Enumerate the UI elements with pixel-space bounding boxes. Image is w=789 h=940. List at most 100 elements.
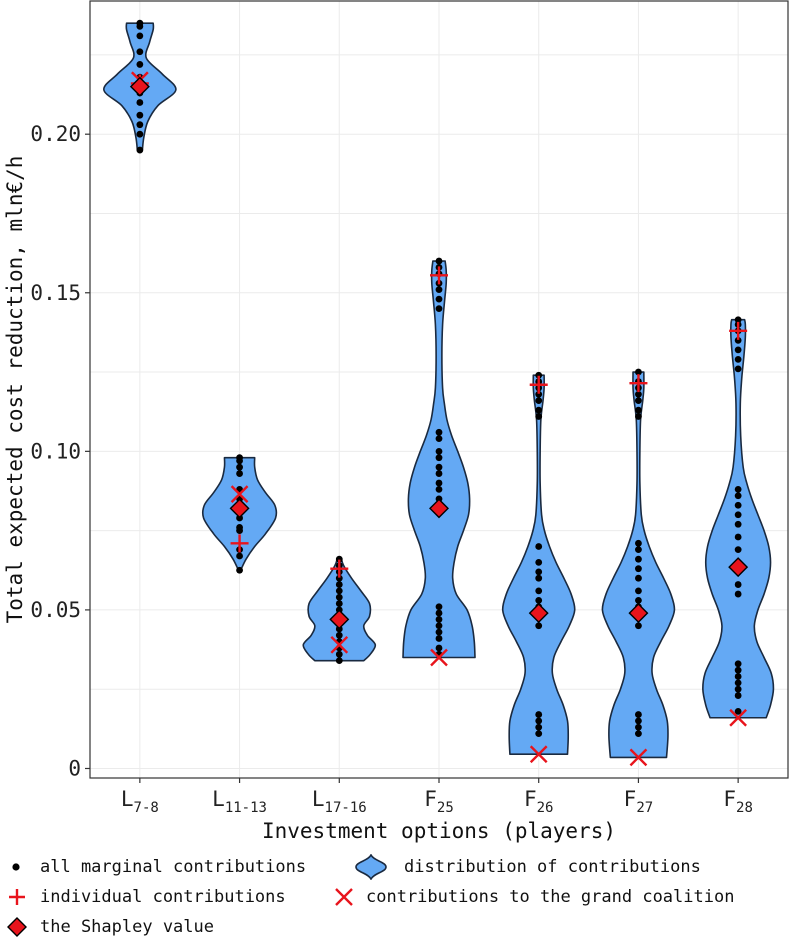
legend-dot-icon [6, 854, 36, 880]
marginal-contribution-dot [335, 600, 343, 607]
marginal-contribution-dot [635, 539, 642, 547]
marginal-contribution-dot [136, 111, 144, 119]
marginal-contribution-dot [734, 685, 742, 693]
shapley-value-marker [528, 603, 549, 624]
marginal-contribution-dot [635, 723, 642, 731]
marginal-contribution-dot [635, 390, 642, 398]
marginal-contribution-dot [435, 635, 443, 642]
marginal-contribution-dot [635, 717, 642, 725]
violin-chart: 0 0.05 0.10 0.15 0.20 L7-8 L11-13 L17-16 F25 F26 F… [3, 0, 789, 843]
marginal-contribution-dot [734, 692, 742, 699]
violin-group-5 [501, 371, 576, 764]
legend-label-violin: distribution of contributions [404, 857, 701, 877]
marginal-contribution-dot [635, 730, 642, 737]
grand-coalition-marker [230, 485, 249, 504]
marginal-contribution-dot [635, 574, 642, 582]
marginal-contribution-dot [535, 723, 543, 731]
marginal-contribution-dot [734, 316, 742, 324]
marginal-contribution-dot [635, 597, 642, 604]
y-axis-title: Total expected cost reduction, mln€/h [3, 156, 27, 624]
marginal-contribution-dot [734, 708, 742, 715]
marginal-contribution-dot [535, 597, 543, 604]
marginal-contribution-dot [734, 501, 742, 509]
marginal-contribution-dot [236, 463, 243, 471]
marginal-contribution-dot [435, 628, 443, 636]
grand-coalition-marker [529, 745, 548, 764]
marginal-contribution-dot [136, 48, 144, 56]
y-tick-label: 0 [68, 756, 81, 780]
marginal-contribution-dot [136, 130, 144, 138]
marginal-contribution-dot [335, 657, 343, 665]
marginal-contribution-dot [136, 19, 144, 27]
violin-group-7 [702, 316, 775, 727]
x-tick-label: F28 [723, 787, 753, 816]
marginal-contribution-dot [136, 32, 144, 40]
marginal-contribution-dot [435, 463, 443, 471]
marginal-contribution-dot [435, 447, 443, 455]
legend: all marginal contributions distribution … [0, 850, 789, 938]
marginal-contribution-dot [635, 622, 642, 630]
marginal-contribution-dot [734, 546, 742, 554]
marginal-contribution-dot [535, 622, 543, 630]
marginal-contribution-dot [136, 61, 144, 68]
marginal-contribution-dot [335, 593, 343, 601]
individual-contribution-marker [629, 374, 648, 393]
marginal-contribution-dot [435, 479, 443, 487]
individual-contribution-marker [230, 534, 249, 553]
y-tick-label: 0.20 [30, 122, 81, 146]
marginal-contribution-dot [635, 565, 642, 573]
legend-item-diamond: the Shapley value [6, 914, 214, 940]
marginal-contribution-dot [535, 711, 543, 718]
x-tick-label: L7-8 [121, 787, 159, 816]
violin-group-1 [103, 19, 177, 154]
marginal-contribution-dot [335, 555, 343, 563]
violin-group-4 [402, 257, 476, 667]
marginal-contribution-dot [535, 413, 543, 420]
marginal-contribution-dot [335, 650, 343, 658]
marginal-contribution-dot [734, 533, 742, 541]
marginal-contribution-dot [136, 121, 144, 129]
legend-label-plus: individual contributions [40, 887, 286, 907]
legend-item-plus: individual contributions [6, 884, 286, 910]
marginal-contribution-dot [635, 413, 642, 420]
marginal-contribution-dot [535, 730, 543, 737]
legend-label-dots: all marginal contributions [40, 857, 307, 877]
marginal-contribution-dot [236, 552, 243, 560]
marginal-contribution-dot [335, 587, 343, 595]
violin [601, 371, 676, 759]
marginal-contribution-dot [734, 336, 742, 344]
marginal-contribution-dot [535, 568, 543, 576]
marginal-contribution-dot [734, 666, 742, 674]
legend-label-cross: contributions to the grand coalition [366, 887, 735, 907]
marginal-contribution-dot [535, 558, 543, 566]
x-tick-label: F26 [524, 787, 554, 816]
marginal-contribution-dot [435, 644, 443, 652]
marginal-contribution-dot [635, 711, 642, 718]
shapley-value-marker [728, 557, 749, 578]
legend-plus-icon [6, 884, 36, 910]
y-axis: 0 0.05 0.10 0.15 0.20 [30, 122, 90, 780]
shapley-value-marker [628, 603, 649, 624]
marginal-contribution-dot [734, 581, 742, 588]
marginal-contribution-dot [734, 679, 742, 687]
x-axis-title: Investment options (players) [262, 819, 616, 843]
marginal-contribution-dot [734, 486, 742, 493]
marginal-contribution-dot [535, 717, 543, 725]
violin [702, 318, 775, 719]
shapley-value-marker [129, 76, 150, 97]
grand-coalition-marker [629, 748, 648, 767]
marginal-contribution-dot [236, 524, 243, 531]
marginal-contribution-dot [435, 486, 443, 493]
marginal-contribution-dot [734, 590, 742, 598]
marginal-contribution-dot [435, 470, 443, 477]
shapley-value-marker [229, 498, 250, 519]
marginal-contribution-dot [734, 520, 742, 528]
individual-contribution-marker [430, 266, 448, 285]
legend-item-cross: contributions to the grand coalition [332, 884, 734, 910]
marginal-contribution-dot [435, 286, 443, 293]
x-tick-label: F25 [424, 787, 454, 816]
marginal-contribution-dot [734, 492, 742, 500]
marginal-contribution-dot [435, 305, 443, 313]
grand-coalition-marker [729, 708, 747, 727]
marginal-contribution-dot [236, 470, 243, 477]
